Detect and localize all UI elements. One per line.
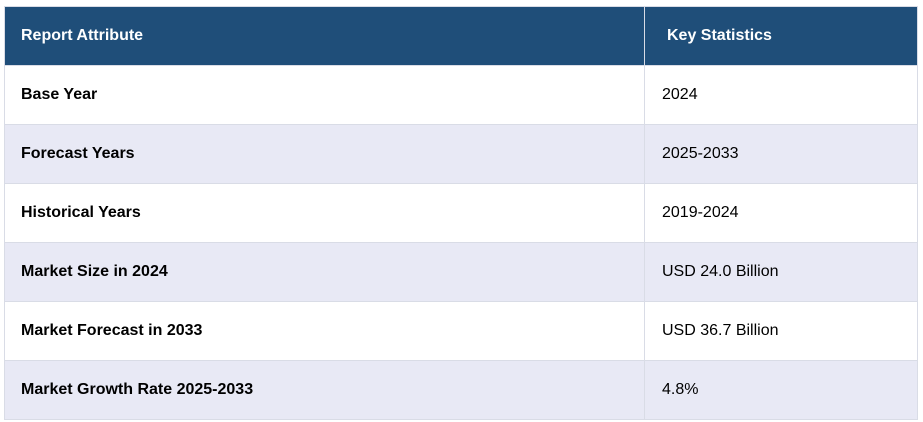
header-key-statistics: Key Statistics xyxy=(644,6,918,66)
row-attribute-cell: Market Growth Rate 2025-2033 xyxy=(4,360,645,420)
table-row: Market Size in 2024 USD 24.0 Billion xyxy=(4,242,918,302)
row-attribute-cell: Market Size in 2024 xyxy=(4,242,645,302)
report-statistics-table: Report Attribute Key Statistics Base Yea… xyxy=(4,6,918,420)
row-attribute-cell: Market Forecast in 2033 xyxy=(4,301,645,361)
row-value-cell: 2019-2024 xyxy=(644,183,918,243)
table-row: Market Growth Rate 2025-2033 4.8% xyxy=(4,360,918,420)
table-row: Market Forecast in 2033 USD 36.7 Billion xyxy=(4,301,918,361)
row-value-cell: 4.8% xyxy=(644,360,918,420)
header-report-attribute: Report Attribute xyxy=(4,6,645,66)
table-row: Historical Years 2019-2024 xyxy=(4,183,918,243)
row-value-cell: USD 24.0 Billion xyxy=(644,242,918,302)
row-value-cell: 2024 xyxy=(644,65,918,125)
row-value-cell: USD 36.7 Billion xyxy=(644,301,918,361)
row-attribute-cell: Base Year xyxy=(4,65,645,125)
row-attribute-cell: Historical Years xyxy=(4,183,645,243)
table-header-row: Report Attribute Key Statistics xyxy=(4,6,918,66)
row-value-cell: 2025-2033 xyxy=(644,124,918,184)
table-row: Forecast Years 2025-2033 xyxy=(4,124,918,184)
row-attribute-cell: Forecast Years xyxy=(4,124,645,184)
table-row: Base Year 2024 xyxy=(4,65,918,125)
report-table-container: Report Attribute Key Statistics Base Yea… xyxy=(4,6,918,420)
